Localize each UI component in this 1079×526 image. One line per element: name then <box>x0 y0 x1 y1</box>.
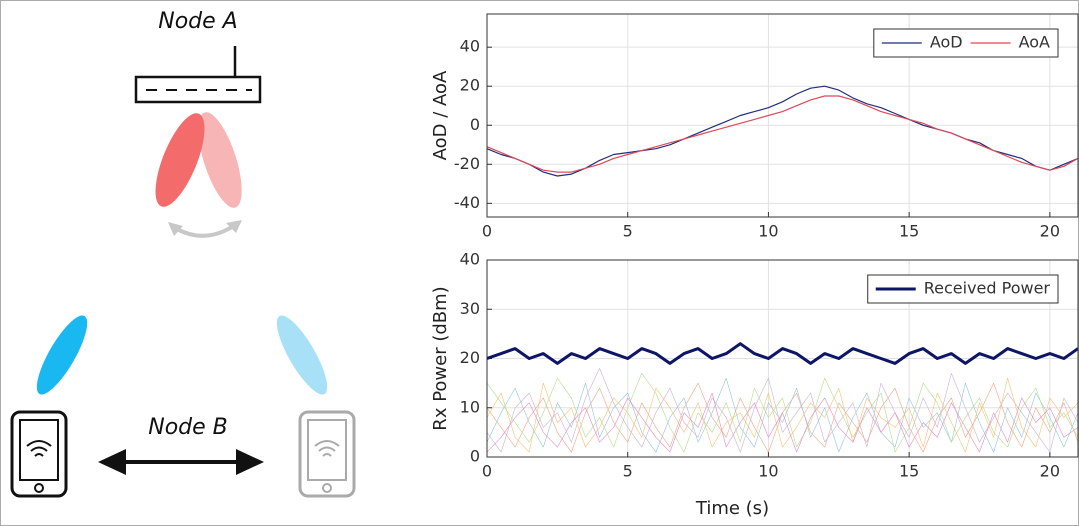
y-tick-label: -20 <box>454 154 480 173</box>
y-tick-label: 0 <box>470 115 480 134</box>
y-tick-label: 0 <box>470 447 480 466</box>
data-line <box>487 368 1078 453</box>
data-line <box>487 373 1078 453</box>
x-tick-label: 20 <box>1040 462 1060 481</box>
x-tick-label: 15 <box>899 462 919 481</box>
y-axis-label: Rx Power (dBm) <box>430 286 451 430</box>
x-tick-label: 10 <box>758 222 778 241</box>
legend: Received Power <box>867 274 1059 304</box>
axes-frame <box>486 259 1079 458</box>
x-axis-label: Time (s) <box>695 498 769 519</box>
x-tick-label: 10 <box>758 462 778 481</box>
y-tick-label: 30 <box>460 299 480 318</box>
phone-screen <box>307 419 347 481</box>
y-tick-label: 10 <box>460 397 480 416</box>
legend-label: AoA <box>1019 33 1050 52</box>
data-line <box>487 95 1078 173</box>
sweep-arrow <box>174 223 237 238</box>
y-tick-label: 20 <box>460 76 480 95</box>
arrow-head <box>168 220 242 236</box>
y-tick-label: -40 <box>454 193 480 212</box>
data-line <box>487 377 1078 453</box>
phone-button <box>322 483 332 493</box>
x-tick-label: 5 <box>623 222 633 241</box>
diagram: Node A Node B <box>10 9 356 498</box>
phone-screen <box>19 419 59 481</box>
x-tick-label: 15 <box>899 222 919 241</box>
beam-lobe <box>276 315 328 395</box>
x-tick-label: 0 <box>482 222 492 241</box>
axes-frame <box>486 13 1079 218</box>
data-line <box>487 392 1078 453</box>
legend-label: Received Power <box>924 279 1051 298</box>
y-tick-label: 40 <box>460 250 480 269</box>
wifi-icon <box>26 440 52 457</box>
y-tick-label: 40 <box>460 37 480 56</box>
legend: AoD AoA <box>873 28 1059 58</box>
beam-lobe <box>36 315 88 395</box>
beam-lobe <box>155 113 205 207</box>
data-line <box>487 377 1078 453</box>
wifi-icon <box>314 440 340 457</box>
y-axis-label: AoD / AoA <box>430 70 451 160</box>
beam-lobe <box>198 112 242 208</box>
data-line <box>487 342 1078 365</box>
phone-button <box>34 483 44 493</box>
x-tick-label: 5 <box>623 462 633 481</box>
x-tick-label: 0 <box>482 462 492 481</box>
legend-label: AoD <box>930 33 963 52</box>
node-b-label: Node B <box>148 415 228 440</box>
x-tick-label: 20 <box>1040 222 1060 241</box>
node-a-label: Node A <box>158 9 237 34</box>
y-tick-label: 20 <box>460 348 480 367</box>
